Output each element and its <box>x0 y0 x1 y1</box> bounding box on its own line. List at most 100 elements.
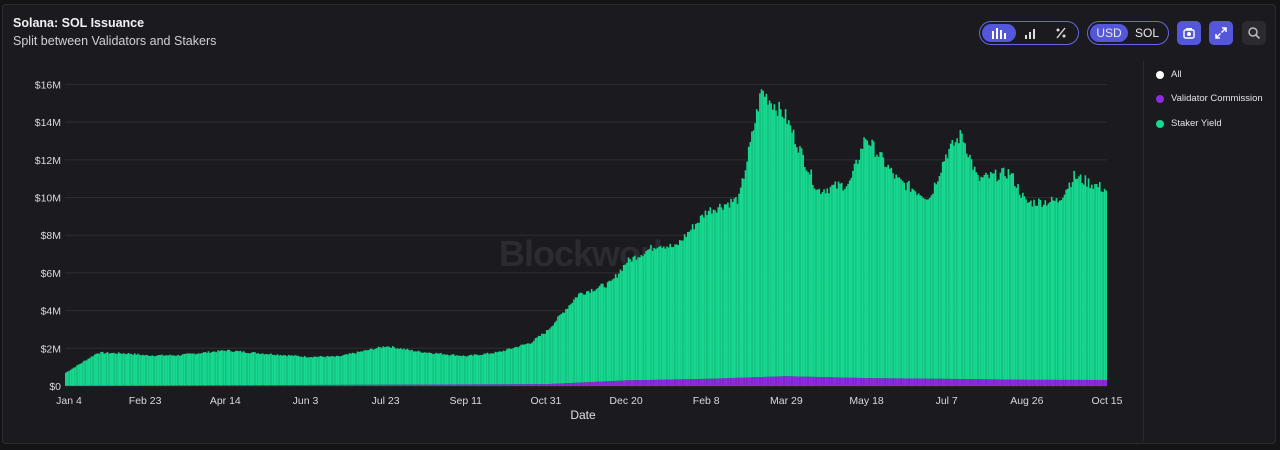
validator-commission-bar[interactable] <box>1062 379 1064 386</box>
validator-commission-bar[interactable] <box>1073 379 1075 386</box>
staker-yield-bar[interactable] <box>390 347 393 385</box>
validator-commission-bar[interactable] <box>826 377 829 386</box>
validator-commission-bar[interactable] <box>496 384 498 386</box>
staker-yield-bar[interactable] <box>228 349 231 386</box>
validator-commission-bar[interactable] <box>824 377 827 386</box>
validator-commission-bar[interactable] <box>858 377 861 386</box>
staker-yield-bar[interactable] <box>581 292 583 383</box>
staker-yield-bar[interactable] <box>427 352 429 385</box>
staker-yield-bar[interactable] <box>981 177 984 380</box>
staker-yield-bar[interactable] <box>900 179 902 379</box>
staker-yield-bar[interactable] <box>961 133 963 380</box>
validator-commission-bar[interactable] <box>635 380 638 386</box>
staker-yield-bar[interactable] <box>630 261 633 381</box>
validator-commission-bar[interactable] <box>608 381 611 386</box>
staker-yield-bar[interactable] <box>794 144 797 377</box>
staker-yield-bar[interactable] <box>206 352 208 386</box>
staker-yield-bar[interactable] <box>355 353 357 385</box>
staker-yield-bar[interactable] <box>701 214 704 379</box>
validator-commission-bar[interactable] <box>961 379 963 386</box>
staker-yield-bar[interactable] <box>231 351 234 386</box>
validator-commission-bar[interactable] <box>416 384 418 386</box>
staker-yield-bar[interactable] <box>444 354 447 385</box>
validator-commission-bar[interactable] <box>209 385 211 386</box>
staker-yield-bar[interactable] <box>892 173 894 379</box>
staker-yield-bar[interactable] <box>250 352 253 386</box>
validator-commission-bar[interactable] <box>460 384 463 386</box>
validator-commission-bar[interactable] <box>1006 379 1008 386</box>
staker-yield-bar[interactable] <box>868 144 870 379</box>
staker-yield-bar[interactable] <box>594 290 596 382</box>
staker-yield-bar[interactable] <box>175 355 178 386</box>
validator-commission-bar[interactable] <box>348 384 351 386</box>
staker-yield-bar[interactable] <box>648 249 651 380</box>
staker-yield-bar[interactable] <box>507 348 510 385</box>
validator-commission-bar[interactable] <box>180 385 183 386</box>
validator-commission-bar[interactable] <box>786 376 788 386</box>
staker-yield-bar[interactable] <box>411 349 413 385</box>
validator-commission-bar[interactable] <box>182 385 184 386</box>
staker-yield-bar[interactable] <box>242 351 245 386</box>
staker-yield-bar[interactable] <box>204 352 207 386</box>
validator-commission-bar[interactable] <box>561 383 564 386</box>
validator-commission-bar[interactable] <box>820 377 822 386</box>
validator-commission-bar[interactable] <box>369 384 372 386</box>
validator-commission-bar[interactable] <box>879 378 881 386</box>
staker-yield-bar[interactable] <box>451 354 453 385</box>
validator-commission-bar[interactable] <box>941 378 944 386</box>
staker-yield-bar[interactable] <box>763 96 766 377</box>
staker-yield-bar[interactable] <box>324 357 327 385</box>
validator-commission-bar[interactable] <box>234 385 237 386</box>
staker-yield-bar[interactable] <box>137 353 139 386</box>
staker-yield-bar[interactable] <box>1041 207 1043 380</box>
staker-yield-bar[interactable] <box>962 142 965 380</box>
staker-yield-bar[interactable] <box>1102 191 1104 380</box>
validator-commission-bar[interactable] <box>693 379 696 386</box>
validator-commission-bar[interactable] <box>1105 379 1107 386</box>
validator-commission-bar[interactable] <box>885 378 888 386</box>
staker-yield-bar[interactable] <box>183 353 186 386</box>
validator-commission-bar[interactable] <box>909 378 912 386</box>
staker-yield-bar[interactable] <box>542 333 545 385</box>
staker-yield-bar[interactable] <box>662 246 665 380</box>
staker-yield-bar[interactable] <box>472 355 474 385</box>
validator-commission-bar[interactable] <box>946 378 949 386</box>
staker-yield-bar[interactable] <box>215 352 218 386</box>
validator-commission-bar[interactable] <box>501 384 503 386</box>
validator-commission-bar[interactable] <box>539 384 542 386</box>
validator-commission-bar[interactable] <box>331 384 333 386</box>
validator-commission-bar[interactable] <box>569 382 572 386</box>
staker-yield-bar[interactable] <box>396 348 399 385</box>
staker-yield-bar[interactable] <box>637 257 639 381</box>
validator-commission-bar[interactable] <box>901 378 904 386</box>
validator-commission-bar[interactable] <box>637 380 639 386</box>
staker-yield-bar[interactable] <box>529 343 532 385</box>
validator-commission-bar[interactable] <box>1014 379 1016 386</box>
validator-commission-bar[interactable] <box>555 383 558 386</box>
staker-yield-bar[interactable] <box>196 353 199 386</box>
validator-commission-bar[interactable] <box>190 385 192 386</box>
validator-commission-bar[interactable] <box>1057 379 1059 386</box>
staker-yield-bar[interactable] <box>549 328 551 384</box>
staker-yield-bar[interactable] <box>771 109 774 377</box>
validator-commission-bar[interactable] <box>212 385 215 386</box>
staker-yield-bar[interactable] <box>361 351 364 385</box>
staker-yield-bar[interactable] <box>308 357 311 385</box>
staker-yield-bar[interactable] <box>537 335 540 385</box>
staker-yield-bar[interactable] <box>802 154 805 377</box>
validator-commission-bar[interactable] <box>868 378 870 386</box>
validator-commission-bar[interactable] <box>645 379 647 386</box>
validator-commission-bar[interactable] <box>175 385 178 386</box>
validator-commission-bar[interactable] <box>880 378 883 386</box>
staker-yield-bar[interactable] <box>106 352 109 386</box>
validator-commission-bar[interactable] <box>728 378 731 386</box>
validator-commission-bar[interactable] <box>291 385 293 386</box>
staker-yield-bar[interactable] <box>901 180 904 379</box>
staker-yield-bar[interactable] <box>922 197 925 379</box>
staker-yield-bar[interactable] <box>677 245 679 380</box>
staker-yield-bar[interactable] <box>119 353 122 386</box>
validator-commission-bar[interactable] <box>711 378 713 386</box>
staker-yield-bar[interactable] <box>741 178 744 378</box>
validator-commission-bar[interactable] <box>746 377 748 386</box>
validator-commission-bar[interactable] <box>1094 379 1096 386</box>
